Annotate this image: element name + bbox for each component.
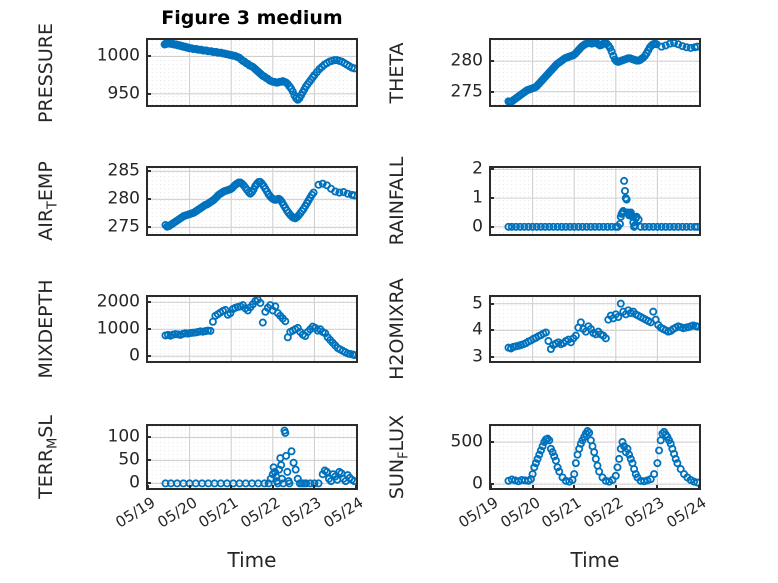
y-tick-mark [146,170,151,173]
y-tick-label: 4 [472,319,483,340]
y-tick-mark [489,329,494,332]
data-markers [504,176,699,231]
plot-area [146,166,358,236]
y-tick-mark [489,356,494,358]
grid-and-data [491,40,699,105]
data-markers [504,299,699,354]
data-markers [504,427,699,487]
y-tick-label: 0 [129,345,140,366]
plot-area [146,424,358,490]
grid-and-data [148,297,356,361]
y-tick-mark [489,483,494,486]
data-markers [160,40,356,104]
x-tick-mark [355,485,357,490]
x-tick-label: 05/21 [538,493,585,532]
x-tick-mark [698,485,700,490]
x-tick-mark [230,485,233,490]
y-tick-mark [146,92,151,95]
y-tick-label: 2000 [96,291,140,312]
y-tick-mark [146,482,151,485]
y-tick-mark [146,328,151,331]
plot-area [146,38,358,107]
y-tick-label: 280 [107,188,140,209]
plot-area [489,295,701,363]
x-tick-mark [271,485,274,490]
xaxis-label-left: Time [227,548,277,572]
y-tick-label: 275 [107,216,140,237]
y-tick-label: 2 [472,158,483,179]
y-tick-mark [489,168,494,171]
grid-and-data [148,426,356,488]
grid-and-data [148,40,356,105]
grid-and-data [491,168,699,234]
y-tick-label: 0 [472,473,483,494]
y-tick-mark [146,226,151,229]
x-tick-mark [147,485,149,490]
y-tick-label: 275 [450,81,483,102]
y-tick-mark [489,197,494,200]
data-markers [161,297,356,360]
y-tick-mark [489,225,494,228]
y-tick-mark [146,355,151,358]
y-tick-label: 0 [129,472,140,493]
y-tick-mark [146,459,151,462]
y-tick-label: 280 [450,50,483,71]
y-tick-label: 1000 [96,318,140,339]
y-tick-mark [146,198,151,201]
data-markers [161,177,356,231]
x-tick-label: 05/20 [496,493,544,532]
x-tick-mark [313,485,316,490]
data-markers [161,426,356,488]
grid-and-data [491,297,699,361]
plot-area [489,166,701,236]
y-tick-label: 1 [472,187,483,208]
y-tick-label: 950 [107,83,140,104]
x-tick-mark [573,485,576,490]
data-markers [504,40,699,105]
y-tick-label: 100 [107,426,140,447]
y-tick-label: 500 [450,431,483,452]
y-tick-mark [489,60,494,63]
y-tick-mark [146,436,151,439]
y-tick-label: 3 [472,346,483,367]
figure-title: Figure 3 medium [161,7,343,29]
y-tick-label: 0 [472,216,483,237]
x-tick-label: 05/24 [663,493,710,532]
plot-area [489,38,701,107]
xaxis-label-right: Time [570,548,620,572]
grid-and-data [491,426,699,488]
y-tick-mark [489,302,494,305]
plot-area [489,424,701,490]
y-tick-label: 5 [472,293,483,314]
x-tick-mark [188,485,191,490]
y-tick-label: 285 [107,160,140,181]
y-tick-mark [146,55,151,58]
y-tick-label: 1000 [96,45,140,66]
x-tick-label: 05/19 [455,493,502,532]
x-tick-mark [490,485,492,490]
x-tick-mark [614,485,617,490]
y-tick-mark [489,441,494,444]
y-axis-label: SUNFLUX [386,414,412,500]
y-tick-mark [489,90,494,93]
grid-and-data [148,168,356,234]
x-tick-mark [656,485,659,490]
x-tick-label: 05/23 [621,493,668,532]
y-tick-label: 50 [118,449,140,470]
x-tick-mark [531,485,534,490]
y-tick-mark [146,301,151,304]
x-tick-label: 05/22 [580,493,627,532]
plot-area [146,295,358,363]
